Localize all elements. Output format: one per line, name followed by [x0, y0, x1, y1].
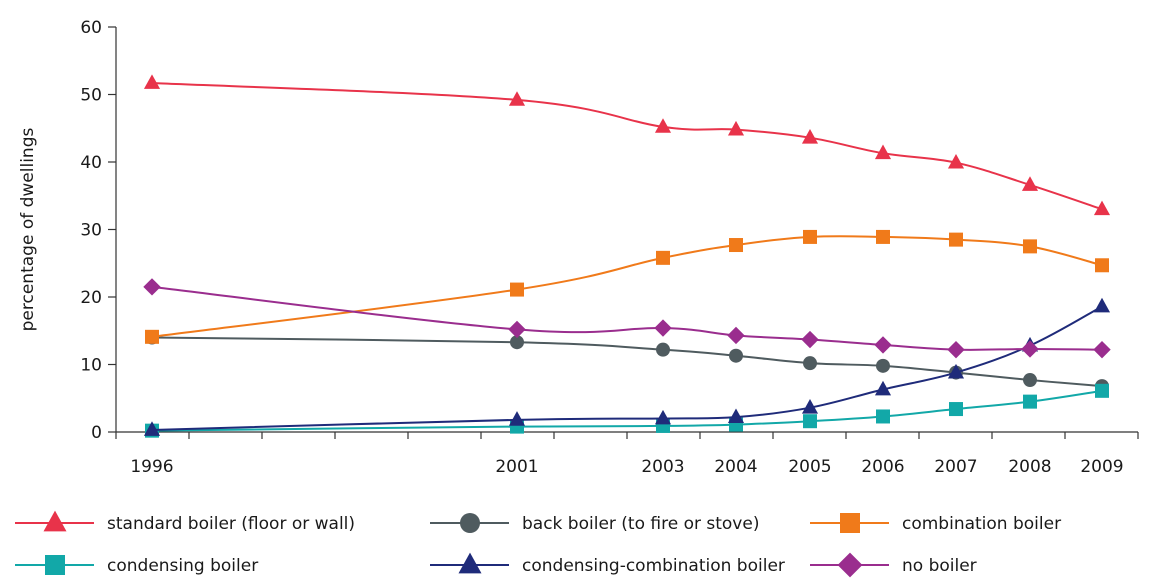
- data-point: [803, 229, 817, 244]
- data-point: [654, 118, 672, 133]
- series-line: [151, 336, 1103, 388]
- legend-item-condensing-boiler: condensing boiler: [15, 555, 258, 576]
- data-point: [947, 363, 965, 379]
- x-tick-label: 1996: [130, 457, 173, 477]
- series-condensing-boiler: [145, 383, 1109, 438]
- legend-label: condensing-combination boiler: [522, 556, 785, 576]
- data-point: [874, 336, 892, 354]
- series-line: [151, 285, 1103, 351]
- data-point: [143, 421, 161, 436]
- data-point: [727, 326, 745, 345]
- data-point: [727, 120, 745, 136]
- legend-marker: [837, 552, 863, 578]
- data-point: [145, 329, 159, 344]
- data-point: [654, 409, 672, 425]
- data-point: [803, 356, 817, 371]
- legend-label: condensing boiler: [107, 556, 258, 576]
- x-tick-label: 2005: [788, 457, 831, 477]
- x-tick-label: 2008: [1008, 457, 1051, 477]
- series-line: [151, 82, 1103, 211]
- legend-label: standard boiler (floor or wall): [107, 514, 355, 534]
- legend-marker: [840, 513, 860, 533]
- series-combination-boiler: [145, 229, 1109, 344]
- data-point: [1021, 340, 1039, 358]
- data-point: [801, 330, 819, 349]
- data-point: [1023, 373, 1037, 388]
- data-point: [656, 250, 670, 265]
- data-point: [1093, 340, 1111, 359]
- y-tick-label: 40: [80, 153, 102, 173]
- legend-label: no boiler: [902, 556, 977, 576]
- data-point: [1021, 176, 1039, 191]
- axes: 0 10 20 30 40 50 60 1996 2001 2003 2004 2005 2006 200…: [18, 18, 1139, 477]
- legend-label: back boiler (to fire or stove): [522, 514, 759, 534]
- data-point: [508, 411, 526, 426]
- data-point: [876, 229, 890, 244]
- legend-label: combination boiler: [902, 514, 1061, 534]
- legend-item-condensing-combination-boiler: condensing-combination boiler: [430, 552, 785, 576]
- data-point: [656, 342, 670, 357]
- series-line: [151, 389, 1103, 432]
- data-point: [508, 91, 526, 106]
- x-tick-label: 2001: [495, 457, 538, 477]
- series-line: [151, 305, 1103, 431]
- data-point: [947, 340, 965, 359]
- data-point: [801, 399, 819, 414]
- legend-marker: [458, 552, 482, 574]
- data-point: [803, 414, 817, 429]
- data-point: [1093, 297, 1111, 313]
- series-condensing-combination-boiler: [143, 297, 1111, 436]
- data-point: [1095, 383, 1109, 398]
- x-tick-label: 2003: [641, 457, 684, 477]
- data-point: [1023, 394, 1037, 409]
- legend-item-no-boiler: no boiler: [810, 552, 977, 578]
- y-tick-label: 60: [80, 18, 102, 38]
- legend-item-standard-boiler-floor-or-wall: standard boiler (floor or wall): [15, 510, 355, 534]
- data-point: [949, 402, 963, 417]
- data-point: [143, 278, 161, 296]
- legend-marker: [45, 555, 65, 575]
- legend-item-back-boiler-to-fire-or-stove: back boiler (to fire or stove): [430, 513, 759, 534]
- y-tick-label: 0: [91, 423, 102, 443]
- data-point: [874, 144, 892, 160]
- data-point: [949, 232, 963, 247]
- data-point: [1095, 258, 1109, 273]
- x-tick-label: 2006: [861, 457, 904, 477]
- data-point: [1023, 239, 1037, 254]
- data-point: [947, 153, 965, 169]
- legend-item-combination-boiler: combination boiler: [810, 513, 1061, 534]
- data-point: [876, 358, 890, 373]
- data-point: [876, 409, 890, 424]
- series-no-boiler: [143, 278, 1111, 359]
- x-tick-label: 2004: [714, 457, 757, 477]
- data-point: [801, 129, 819, 144]
- data-point: [874, 380, 892, 396]
- y-tick-label: 10: [80, 356, 102, 376]
- y-tick-label: 30: [80, 221, 102, 241]
- data-point: [654, 319, 672, 337]
- x-tick-label: 2009: [1080, 457, 1123, 477]
- data-point: [508, 320, 526, 339]
- data-point: [510, 335, 524, 350]
- data-point: [727, 408, 745, 424]
- series-layer: [143, 74, 1111, 438]
- series-line: [151, 235, 1103, 338]
- data-point: [729, 348, 743, 363]
- series-standard-boiler-floor-or-wall: [143, 74, 1111, 216]
- legend: standard boiler (floor or wall) back boil…: [15, 510, 1061, 578]
- x-tick-label: 2007: [934, 457, 977, 477]
- legend-marker: [43, 510, 67, 532]
- data-point: [143, 74, 161, 89]
- data-point: [729, 238, 743, 253]
- data-point: [510, 282, 524, 297]
- y-axis-title: percentage of dwellings: [18, 127, 38, 331]
- y-tick-label: 20: [80, 288, 102, 308]
- series-back-boiler-to-fire-or-stove: [145, 330, 1109, 394]
- y-tick-label: 50: [80, 86, 102, 106]
- legend-marker: [460, 513, 480, 533]
- data-point: [1093, 200, 1111, 216]
